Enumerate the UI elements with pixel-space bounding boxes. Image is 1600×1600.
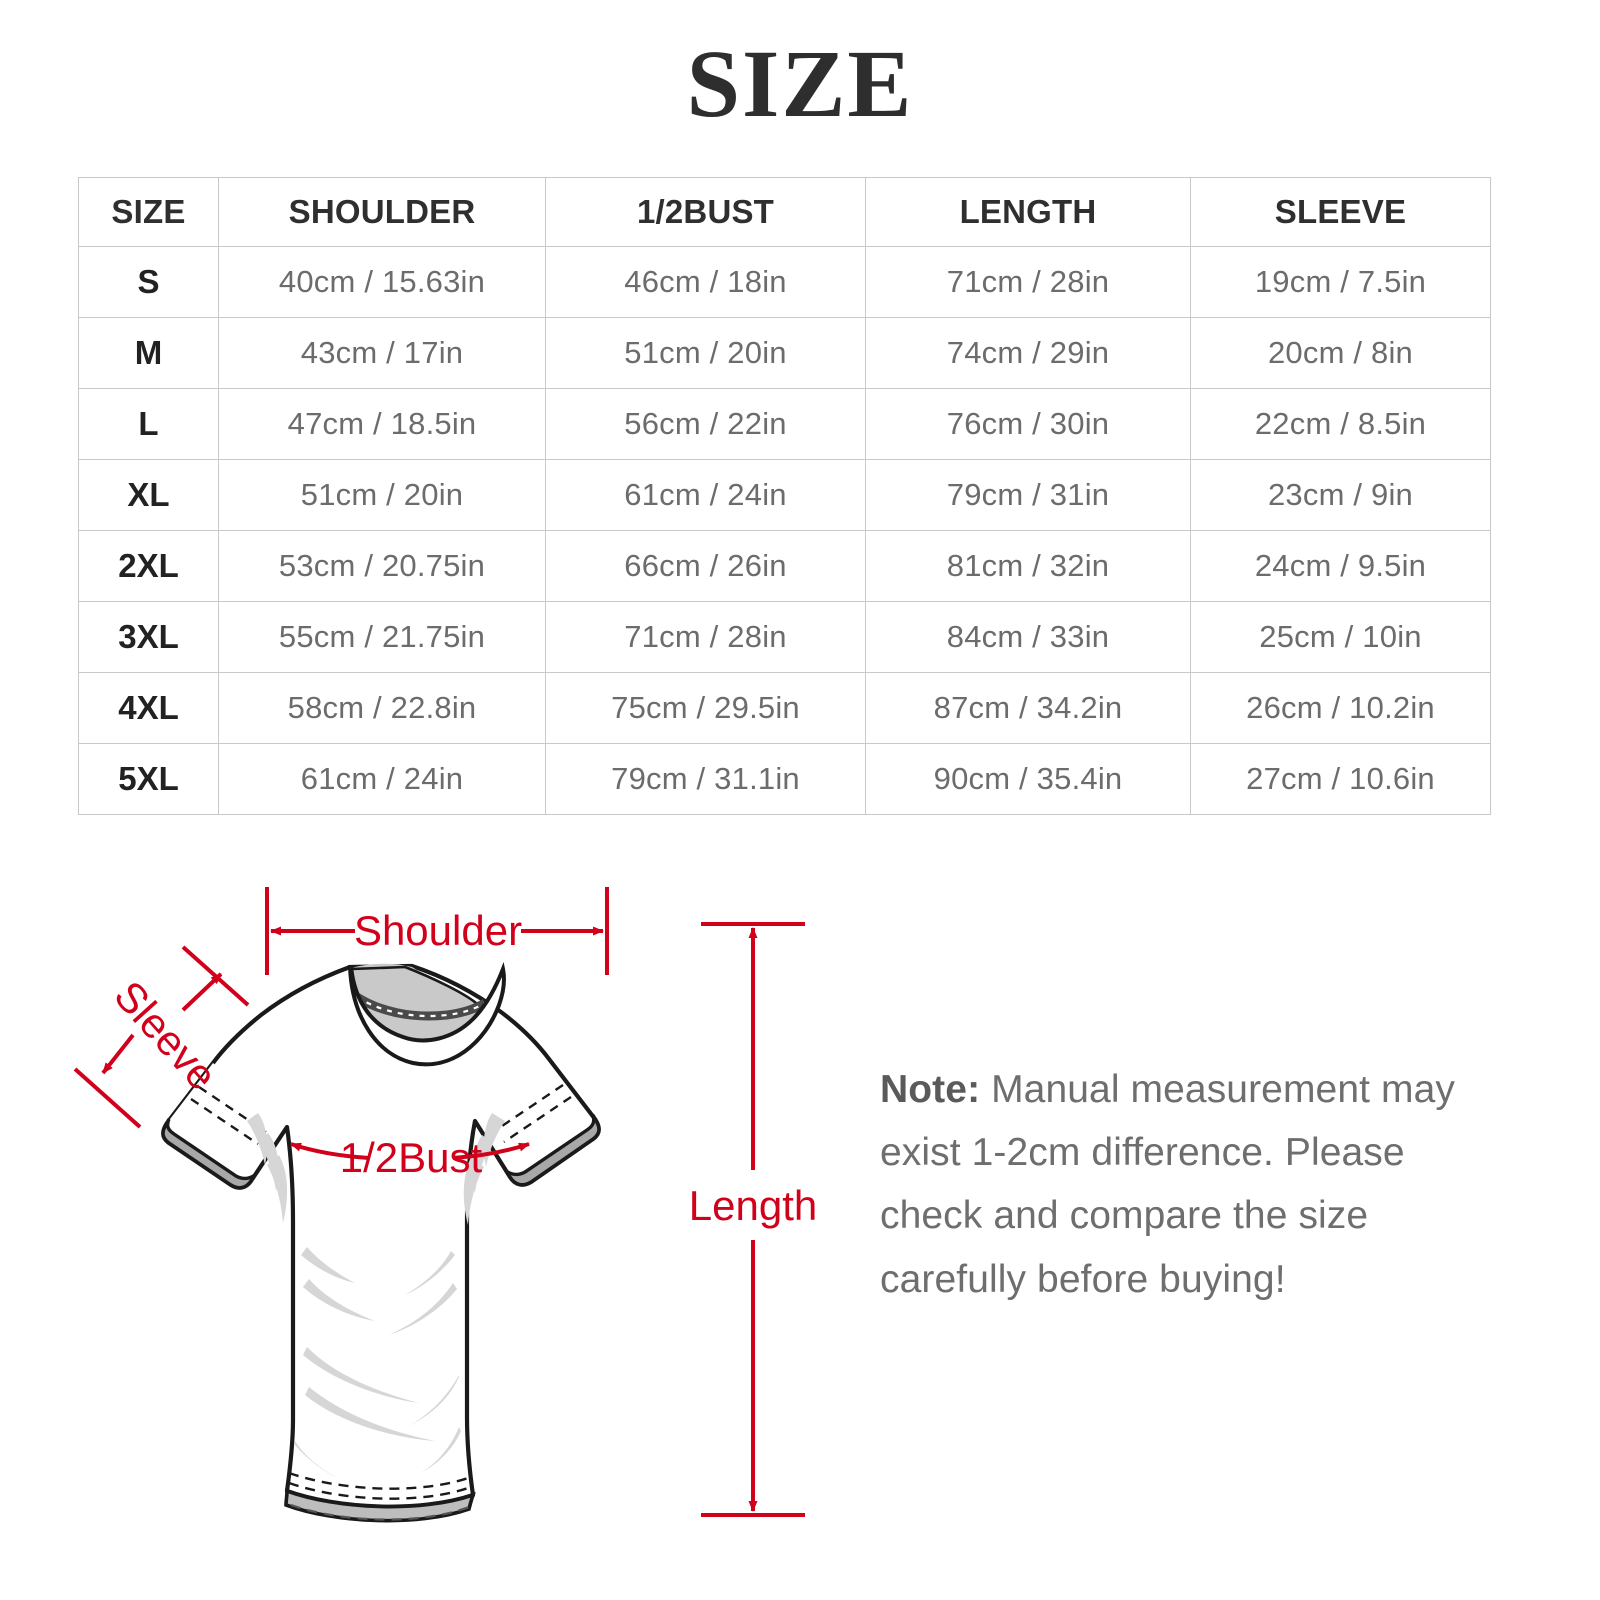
bottom-hem-inner xyxy=(284,1488,476,1523)
table-header-row: SIZE SHOULDER 1/2BUST LENGTH SLEEVE xyxy=(78,177,1491,247)
table-row: S 40cm / 15.63in 46cm / 18in 71cm / 28in… xyxy=(78,246,1491,318)
size-chart-table: SIZE SHOULDER 1/2BUST LENGTH SLEEVE S 40… xyxy=(78,177,1491,815)
cell-size: 2XL xyxy=(78,530,219,602)
table-row: L 47cm / 18.5in 56cm / 22in 76cm / 30in … xyxy=(78,388,1491,460)
column-header-sleeve: SLEEVE xyxy=(1190,177,1491,247)
collar-rib xyxy=(347,961,506,1067)
cell-length: 87cm / 34.2in xyxy=(865,672,1191,744)
cell-size: 3XL xyxy=(78,601,219,673)
cell-shoulder: 55cm / 21.75in xyxy=(218,601,546,673)
cell-length: 76cm / 30in xyxy=(865,388,1191,460)
measurement-diagram: Shoulder Sleeve 1/2Bust Length xyxy=(55,855,865,1575)
cell-size: L xyxy=(78,388,219,460)
cell-bust: 75cm / 29.5in xyxy=(545,672,866,744)
cell-shoulder: 51cm / 20in xyxy=(218,459,546,531)
cell-bust: 51cm / 20in xyxy=(545,317,866,389)
cell-bust: 61cm / 24in xyxy=(545,459,866,531)
cell-shoulder: 40cm / 15.63in xyxy=(218,246,546,318)
bottom-hem-stitch-mid xyxy=(288,1481,472,1500)
cell-shoulder: 47cm / 18.5in xyxy=(218,388,546,460)
note-label: Note: xyxy=(880,1068,981,1111)
table-row: M 43cm / 17in 51cm / 20in 74cm / 29in 20… xyxy=(78,317,1491,389)
cell-length: 81cm / 32in xyxy=(865,530,1191,602)
bust-measure: 1/2Bust xyxy=(290,1134,530,1181)
collar-tape-stitch xyxy=(356,996,486,1018)
table-row: 5XL 61cm / 24in 79cm / 31.1in 90cm / 35.… xyxy=(78,743,1491,815)
column-header-bust: 1/2BUST xyxy=(545,177,866,247)
left-cuff-opening xyxy=(161,1118,257,1190)
bottom-hem-stitch-upper xyxy=(288,1471,472,1490)
cell-bust: 56cm / 22in xyxy=(545,388,866,460)
cell-sleeve: 22cm / 8.5in xyxy=(1190,388,1491,460)
cell-length: 79cm / 31in xyxy=(865,459,1191,531)
cell-sleeve: 20cm / 8in xyxy=(1190,317,1491,389)
cell-length: 84cm / 33in xyxy=(865,601,1191,673)
bottom-hem-stitch-lower xyxy=(290,1503,470,1521)
cell-length: 90cm / 35.4in xyxy=(865,743,1191,815)
cell-sleeve: 24cm / 9.5in xyxy=(1190,530,1491,602)
cell-bust: 71cm / 28in xyxy=(545,601,866,673)
bust-arrow-left xyxy=(290,1142,370,1160)
cell-bust: 46cm / 18in xyxy=(545,246,866,318)
cell-shoulder: 61cm / 24in xyxy=(218,743,546,815)
left-sleeve-cuff-inner xyxy=(167,1063,251,1155)
sleeve-label: Sleeve xyxy=(105,972,226,1099)
page-title: SIZE xyxy=(686,30,914,137)
column-header-length: LENGTH xyxy=(865,177,1191,247)
right-cuff-stitch-inner xyxy=(503,1096,572,1143)
cell-size: XL xyxy=(78,459,219,531)
cell-size: M xyxy=(78,317,219,389)
sleeve-arrow-upper xyxy=(181,972,223,1012)
sleeve-cap-lower xyxy=(73,1067,142,1129)
column-header-shoulder: SHOULDER xyxy=(218,177,546,247)
table-row: XL 51cm / 20in 61cm / 24in 79cm / 31in 2… xyxy=(78,459,1491,531)
cell-sleeve: 26cm / 10.2in xyxy=(1190,672,1491,744)
cell-sleeve: 27cm / 10.6in xyxy=(1190,743,1491,815)
bust-arrow-right xyxy=(452,1142,530,1160)
length-label: Length xyxy=(689,1182,817,1229)
shoulder-measure: Shoulder xyxy=(265,887,609,975)
cell-length: 71cm / 28in xyxy=(865,246,1191,318)
cell-shoulder: 58cm / 22.8in xyxy=(218,672,546,744)
cell-bust: 66cm / 26in xyxy=(545,530,866,602)
tshirt-illustration xyxy=(161,961,601,1523)
table-row: 2XL 53cm / 20.75in 66cm / 26in 81cm / 32… xyxy=(78,530,1491,602)
sleeve-arrow-lower xyxy=(101,1033,135,1075)
table-row: 3XL 55cm / 21.75in 71cm / 28in 84cm / 33… xyxy=(78,601,1491,673)
cell-bust: 79cm / 31.1in xyxy=(545,743,866,815)
cell-size: 5XL xyxy=(78,743,219,815)
cell-length: 74cm / 29in xyxy=(865,317,1191,389)
cell-size: S xyxy=(78,246,219,318)
table-row: 4XL 58cm / 22.8in 75cm / 29.5in 87cm / 3… xyxy=(78,672,1491,744)
sleeve-cap-upper xyxy=(181,945,250,1007)
cell-sleeve: 25cm / 10in xyxy=(1190,601,1491,673)
shoulder-label: Shoulder xyxy=(354,907,522,954)
length-measure: Length xyxy=(689,922,817,1517)
cell-sleeve: 23cm / 9in xyxy=(1190,459,1491,531)
cell-shoulder: 43cm / 17in xyxy=(218,317,546,389)
bust-label: 1/2Bust xyxy=(340,1134,483,1181)
left-cuff-stitch-inner xyxy=(190,1098,259,1145)
right-cuff-stitch-outer xyxy=(495,1084,564,1131)
note-block: Note: Manual measurement may exist 1-2cm… xyxy=(880,1058,1500,1311)
cell-sleeve: 19cm / 7.5in xyxy=(1190,246,1491,318)
column-header-size: SIZE xyxy=(78,177,219,247)
cell-size: 4XL xyxy=(78,672,219,744)
fabric-shading xyxy=(247,1113,505,1479)
cell-shoulder: 53cm / 20.75in xyxy=(218,530,546,602)
right-cuff-opening xyxy=(504,1114,601,1187)
note-text: Manual measurement may exist 1-2cm diffe… xyxy=(880,1068,1455,1301)
